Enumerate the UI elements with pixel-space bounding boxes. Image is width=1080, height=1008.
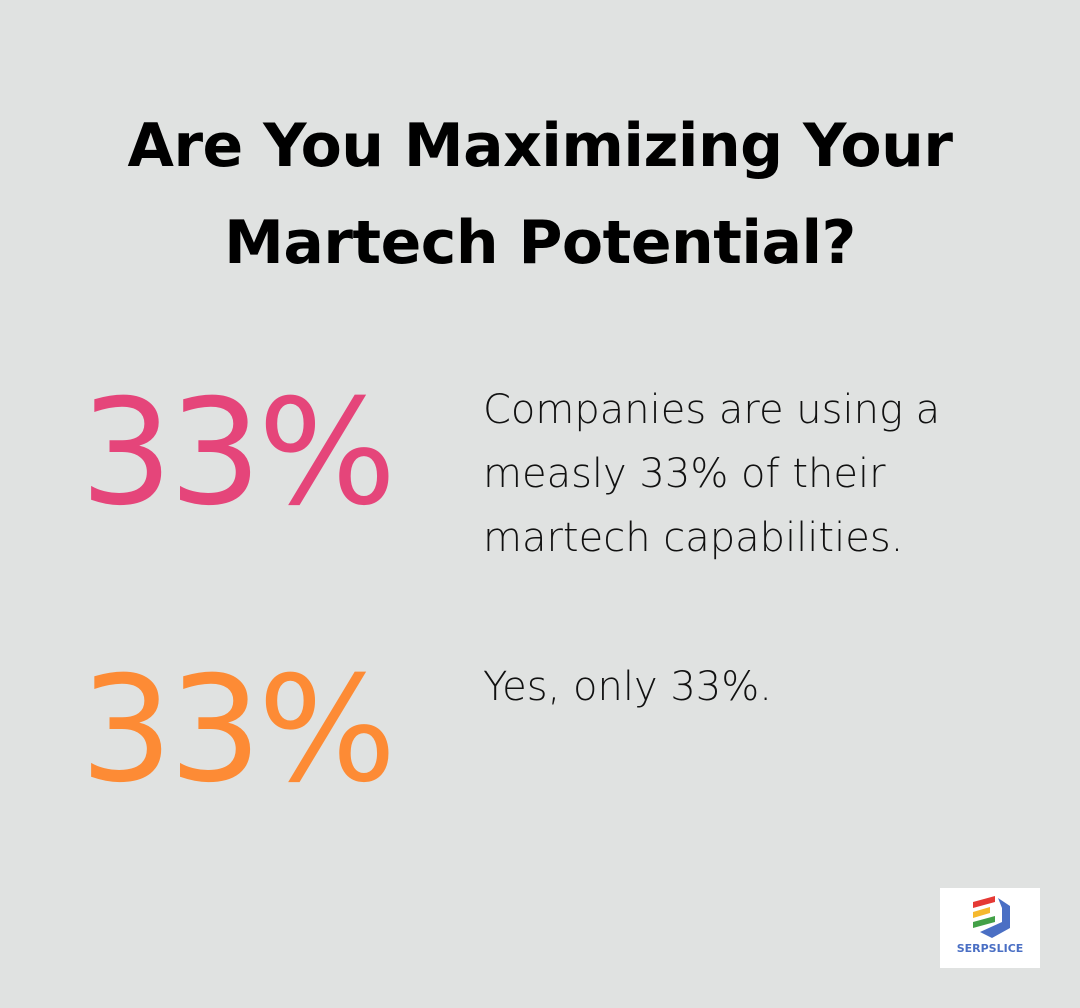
- page-title: Are You Maximizing Your Martech Potentia…: [0, 98, 1080, 292]
- logo-icon: [973, 896, 1010, 938]
- stat-description-1: Companies are using a measly 33% of thei…: [483, 387, 941, 561]
- serpslice-logo: SERPSLICE: [940, 888, 1040, 968]
- title-line-1: Are You Maximizing Your: [127, 111, 953, 181]
- logo-text: SERPSLICE: [956, 942, 1024, 955]
- stat-value-2: 33%: [80, 645, 397, 815]
- stat-value-1: 33%: [80, 368, 397, 538]
- title-line-2: Martech Potential?: [224, 208, 856, 278]
- stat-description-2: Yes, only 33%.: [483, 664, 772, 710]
